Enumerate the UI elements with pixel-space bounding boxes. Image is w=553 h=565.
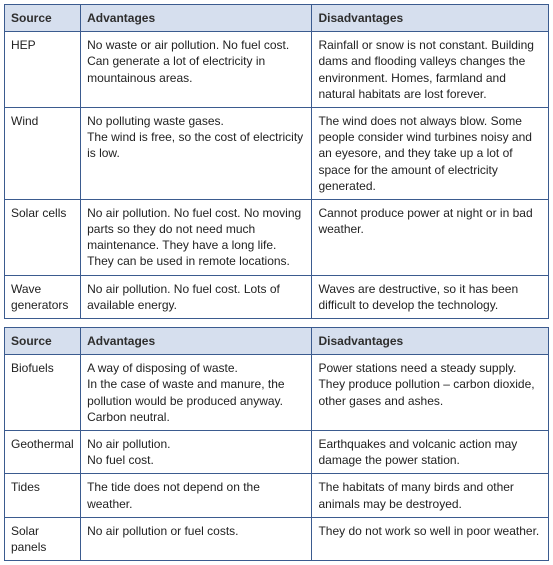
cell-disadvantages: They do not work so well in poor weather…: [312, 517, 549, 560]
cell-source: Biofuels: [5, 355, 81, 431]
cell-disadvantages: Cannot produce power at night or in bad …: [312, 199, 549, 275]
cell-source: Wave generators: [5, 275, 81, 318]
header-disadvantages: Disadvantages: [312, 5, 549, 32]
header-source: Source: [5, 5, 81, 32]
table-row: Tides The tide does not depend on the we…: [5, 474, 549, 517]
cell-source: Solar cells: [5, 199, 81, 275]
table-row: Biofuels A way of disposing of waste.In …: [5, 355, 549, 431]
header-source: Source: [5, 328, 81, 355]
cell-disadvantages: The habitats of many birds and other ani…: [312, 474, 549, 517]
cell-advantages: No air pollution. No fuel cost. Lots of …: [81, 275, 312, 318]
table-row: HEP No waste or air pollution. No fuel c…: [5, 32, 549, 108]
table-row: Solar panels No air pollution or fuel co…: [5, 517, 549, 560]
cell-advantages: No air pollution or fuel costs.: [81, 517, 312, 560]
energy-sources-table-1: Source Advantages Disadvantages HEP No w…: [4, 4, 549, 319]
table-row: Wave generators No air pollution. No fue…: [5, 275, 549, 318]
table-row: Solar cells No air pollution. No fuel co…: [5, 199, 549, 275]
cell-disadvantages: Earthquakes and volcanic action may dama…: [312, 430, 549, 473]
table-header-row: Source Advantages Disadvantages: [5, 5, 549, 32]
header-advantages: Advantages: [81, 5, 312, 32]
cell-disadvantages: Waves are destructive, so it has been di…: [312, 275, 549, 318]
cell-source: Wind: [5, 107, 81, 199]
cell-advantages: No air pollution.No fuel cost.: [81, 430, 312, 473]
cell-source: Geothermal: [5, 430, 81, 473]
table-row: Wind No polluting waste gases.The wind i…: [5, 107, 549, 199]
cell-source: Solar panels: [5, 517, 81, 560]
cell-source: Tides: [5, 474, 81, 517]
cell-disadvantages: Power stations need a steady supply. The…: [312, 355, 549, 431]
energy-sources-table-2: Source Advantages Disadvantages Biofuels…: [4, 327, 549, 561]
cell-advantages: No waste or air pollution. No fuel cost.…: [81, 32, 312, 108]
cell-advantages: A way of disposing of waste.In the case …: [81, 355, 312, 431]
cell-advantages: The tide does not depend on the weather.: [81, 474, 312, 517]
header-disadvantages: Disadvantages: [312, 328, 549, 355]
cell-advantages: No air pollution. No fuel cost. No movin…: [81, 199, 312, 275]
cell-advantages: No polluting waste gases.The wind is fre…: [81, 107, 312, 199]
header-advantages: Advantages: [81, 328, 312, 355]
table-row: Geothermal No air pollution.No fuel cost…: [5, 430, 549, 473]
cell-disadvantages: The wind does not always blow. Some peop…: [312, 107, 549, 199]
table-header-row: Source Advantages Disadvantages: [5, 328, 549, 355]
cell-source: HEP: [5, 32, 81, 108]
cell-disadvantages: Rainfall or snow is not constant. Buildi…: [312, 32, 549, 108]
